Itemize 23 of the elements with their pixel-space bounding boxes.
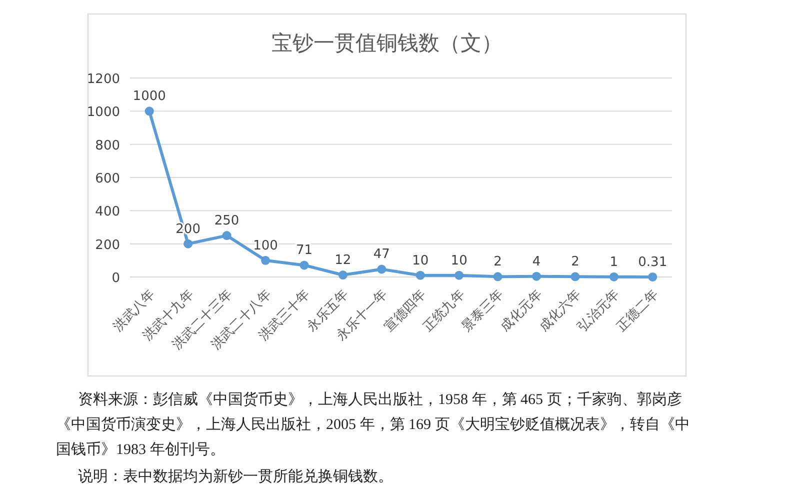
data-label: 47 <box>373 247 390 262</box>
data-label: 0.31 <box>638 254 668 270</box>
ytick: 800 <box>95 138 120 154</box>
data-label: 2 <box>571 254 580 270</box>
ytick: 400 <box>95 204 120 220</box>
ytick: 600 <box>95 172 120 186</box>
annotation: 说明：表中数据均为新钞一贯所能兑换铜钱数。 <box>78 468 394 487</box>
data-label: 71 <box>296 243 312 258</box>
data-label: 12 <box>334 253 352 268</box>
ytick: 1200 <box>86 72 120 87</box>
title: 宝钞一贯值铜钱数（文） <box>272 31 502 55</box>
data-label: 4 <box>532 254 541 270</box>
ytick: 1000 <box>86 105 120 120</box>
ytick: 0 <box>112 271 120 286</box>
ytick: 200 <box>95 238 120 253</box>
data-label: 10 <box>450 253 468 268</box>
data-label: 100 <box>253 238 278 254</box>
data-label: 250 <box>214 214 240 229</box>
annotation: 资料来源：彭信威《中国货币史》，上海人民出版社，1958 年，第 465 页；千家驹、郭岗彦《中国货币演变史》，上海人民出版社，2005 年，第 169 页《大明宝钞贬值概况表》，转自《中国钱币》1983 年创刊号。 <box>56 390 691 460</box>
data-label: 10 <box>412 253 429 268</box>
data-label: 2 <box>494 254 502 270</box>
data-label: 1000 <box>132 89 166 104</box>
data-label: 1 <box>610 254 618 270</box>
